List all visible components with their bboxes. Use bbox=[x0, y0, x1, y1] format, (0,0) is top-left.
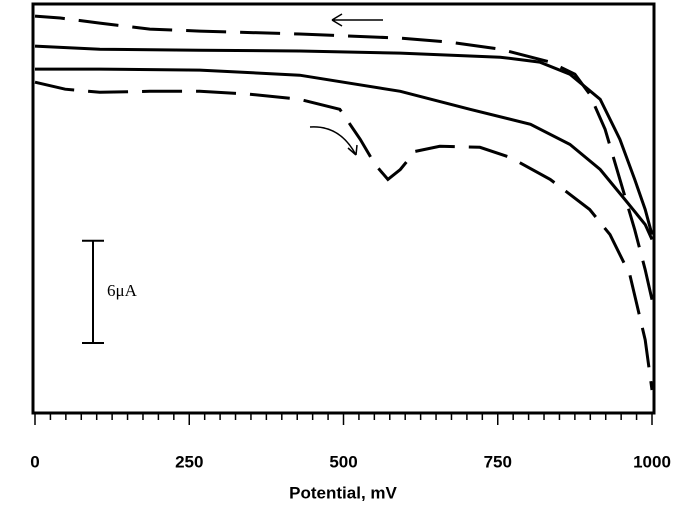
scale-bar-label: 6μA bbox=[107, 281, 138, 300]
x-tick-label: 1000 bbox=[633, 452, 671, 471]
curve bbox=[34, 44, 654, 235]
x-tick-label: 750 bbox=[484, 452, 512, 471]
scale-bar bbox=[82, 239, 104, 344]
scan-arrow bbox=[309, 126, 358, 156]
curve bbox=[34, 80, 654, 391]
scan-arrow bbox=[331, 13, 383, 27]
curve bbox=[35, 67, 654, 241]
x-tick-label: 0 bbox=[30, 452, 39, 471]
x-tick-label: 250 bbox=[175, 452, 203, 471]
x-tick-label: 500 bbox=[329, 452, 357, 471]
plot-frame bbox=[31, 2, 656, 415]
x-axis-label: Potential, mV bbox=[289, 483, 397, 502]
curve bbox=[34, 14, 654, 301]
